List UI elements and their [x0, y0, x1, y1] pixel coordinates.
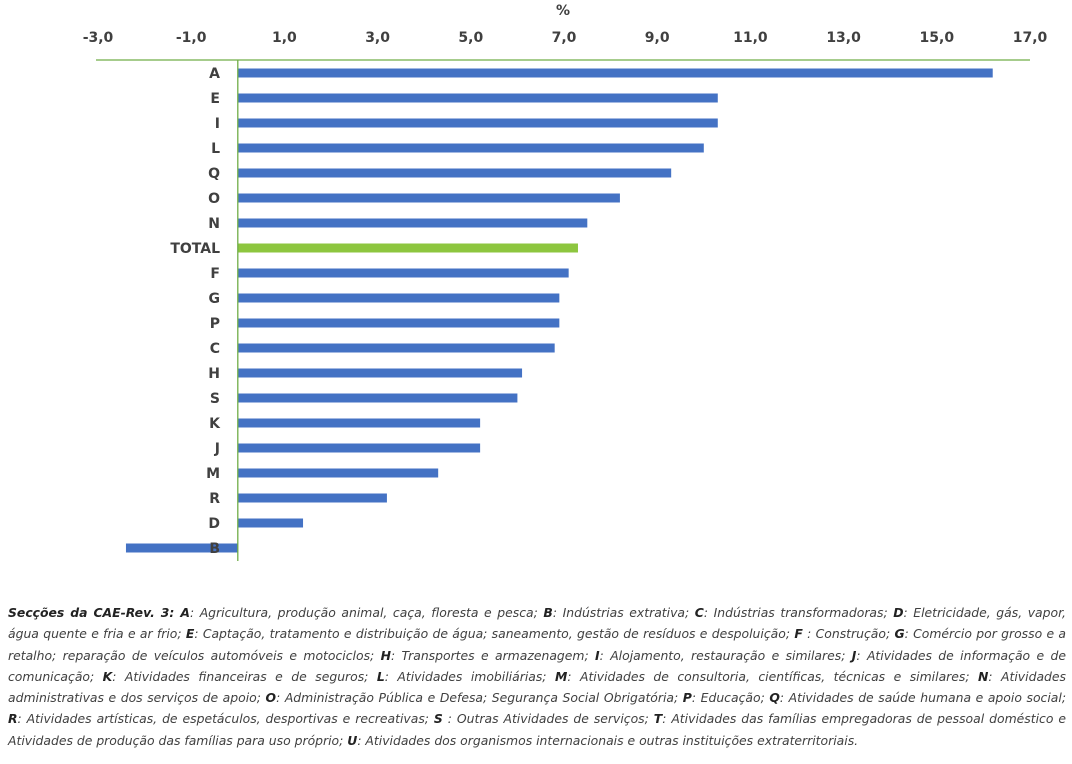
category-label: N — [208, 216, 220, 232]
category-label: D — [208, 516, 220, 532]
bar-c — [237, 343, 555, 353]
x-tick-label: -1,0 — [176, 30, 207, 46]
bar-r — [237, 493, 387, 503]
bar-p — [237, 318, 560, 328]
caption-code: C — [694, 605, 704, 620]
caption-code: J — [851, 647, 857, 663]
category-label: P — [210, 316, 220, 332]
category-label: L — [211, 141, 220, 157]
category-label: M — [206, 466, 220, 482]
caption-code: G — [894, 626, 905, 642]
bar-k — [237, 418, 481, 428]
caption-code: T — [653, 711, 663, 727]
x-tick-label: 13,0 — [826, 30, 861, 46]
bar-i — [237, 118, 718, 128]
category-label: Q — [208, 166, 220, 182]
bar-d — [237, 518, 304, 528]
caption-description: : Atividades artísticas, de espetáculos,… — [17, 711, 434, 727]
bar-e — [237, 93, 718, 103]
caption-code: U — [347, 732, 358, 748]
bar-a — [237, 68, 993, 78]
caption-description: : Comércio por grosso e a retalho; repar… — [8, 626, 1066, 663]
caption-description: : Indústrias transformadoras; — [703, 605, 894, 620]
bar-o — [237, 193, 620, 203]
category-label: H — [208, 366, 220, 382]
caption-description: : Transportes e armazenagem; — [390, 647, 596, 663]
category-label: G — [209, 291, 221, 307]
bar-s — [237, 393, 518, 403]
x-axis-label: % — [556, 3, 570, 19]
caption-code: R — [8, 711, 18, 727]
caption-code: P — [682, 690, 692, 706]
caption-description: : Eletricidade, gás, vapor, água quente … — [8, 605, 1066, 642]
x-tick-label: 9,0 — [645, 30, 670, 46]
bar-h — [237, 368, 523, 378]
bar-chart: % -3,0 -1,0 1,0 3,0 5,0 7,0 9,0 11,0 13,0 15,0 17,0… — [83, 3, 1048, 561]
x-tick-label: 11,0 — [733, 30, 768, 46]
caption-code: D — [893, 605, 904, 620]
x-tick-label: 3,0 — [365, 30, 390, 46]
caption-description: : Educação; — [691, 690, 770, 706]
caption-description: : Indústrias extrativa; — [552, 605, 695, 620]
category-label: S — [210, 391, 220, 407]
category-label: R — [209, 491, 220, 507]
x-tick-label: 15,0 — [920, 30, 955, 46]
bar-total — [237, 243, 578, 253]
x-tick-label: -3,0 — [83, 30, 114, 46]
caption-code: K — [102, 668, 113, 684]
caption-code: B — [543, 605, 553, 620]
caption-description: : Agricultura, produção animal, caça, fl… — [189, 605, 544, 620]
caption-code: N — [978, 668, 989, 684]
caption-description: : Outras Atividades de serviços; — [442, 711, 654, 727]
category-label: O — [208, 191, 220, 207]
x-tick-label: 17,0 — [1013, 30, 1048, 46]
category-label: C — [210, 341, 220, 357]
caption-description: : Captação, tratamento e distribuição de… — [194, 626, 795, 642]
caption-description: : Atividades dos organismos internaciona… — [357, 732, 859, 748]
category-label: J — [214, 441, 220, 457]
category-label: TOTAL — [170, 241, 220, 257]
x-tick-label: 7,0 — [552, 30, 577, 46]
caption-code: Q — [769, 690, 780, 706]
caption-code: L — [376, 668, 385, 684]
bar-g — [237, 293, 560, 303]
category-label: A — [209, 66, 220, 82]
category-label: B — [209, 541, 220, 557]
category-label: F — [210, 266, 220, 282]
caption-description: : Administração Pública e Defesa; Segura… — [276, 690, 683, 706]
bar-q — [237, 168, 672, 178]
caption-code: E — [185, 626, 195, 642]
bar-f — [237, 268, 569, 278]
category-label: I — [215, 116, 220, 132]
caption-description: : Alojamento, restauração e similares; — [599, 647, 852, 663]
caption-description: : Atividades de informação e de comunica… — [8, 647, 1067, 684]
bar-n — [237, 218, 588, 228]
caption-description: : Atividades das famílias empregadoras d… — [8, 711, 1066, 748]
bar-m — [237, 468, 439, 478]
caption-description: : Atividades financeiras e de seguros; — [112, 668, 377, 684]
caption-description: : Atividades imobiliárias; — [384, 668, 555, 684]
caption-code: S — [433, 711, 443, 727]
caption-description: : Construção; — [802, 626, 895, 642]
x-tick-label: 1,0 — [272, 30, 297, 46]
caption-lead: Secções da CAE-Rev. 3: — [8, 605, 181, 620]
caption-code: A — [180, 605, 190, 620]
caption-description: : Atividades administrativas e dos servi… — [8, 668, 1066, 706]
caption-description: : Atividades de saúde humana e apoio soc… — [779, 690, 1066, 706]
caption-code: M — [554, 668, 568, 684]
x-tick-label: 5,0 — [458, 30, 483, 46]
caption-code: H — [380, 647, 391, 663]
caption-description: : Atividades de consultoria, científicas… — [567, 668, 978, 684]
chart-caption: Secções da CAE-Rev. 3: A: Agricultura, p… — [8, 602, 1066, 751]
caption-code: O — [265, 690, 277, 706]
caption-code: F — [794, 626, 803, 642]
caption-code: I — [595, 647, 600, 663]
bar-j — [237, 443, 481, 453]
category-label: E — [210, 91, 220, 107]
bar-l — [237, 143, 704, 153]
bar-b — [125, 543, 238, 553]
category-label: K — [209, 416, 221, 432]
